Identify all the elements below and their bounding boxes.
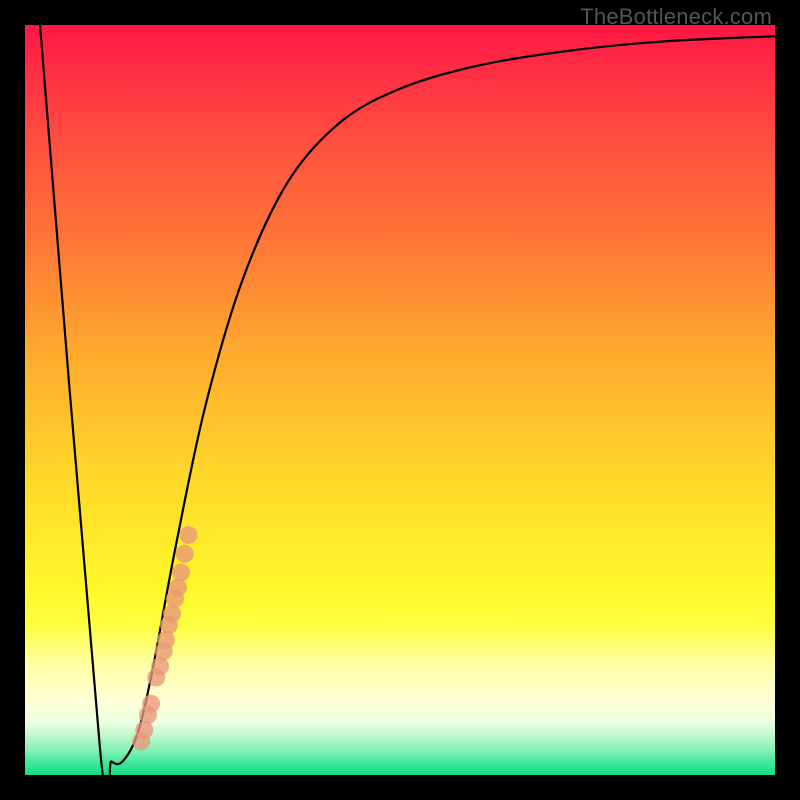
plot-area — [25, 25, 775, 775]
data-marker — [180, 526, 198, 544]
gradient-background — [25, 25, 775, 775]
data-marker — [151, 657, 169, 675]
data-marker — [163, 605, 181, 623]
data-marker — [176, 545, 194, 563]
chart-frame: TheBottleneck.com — [0, 0, 800, 800]
data-marker — [135, 721, 153, 739]
bottleneck-chart — [25, 25, 775, 775]
data-marker — [157, 631, 175, 649]
data-marker — [172, 564, 190, 582]
data-marker — [169, 579, 187, 597]
data-marker — [142, 695, 160, 713]
